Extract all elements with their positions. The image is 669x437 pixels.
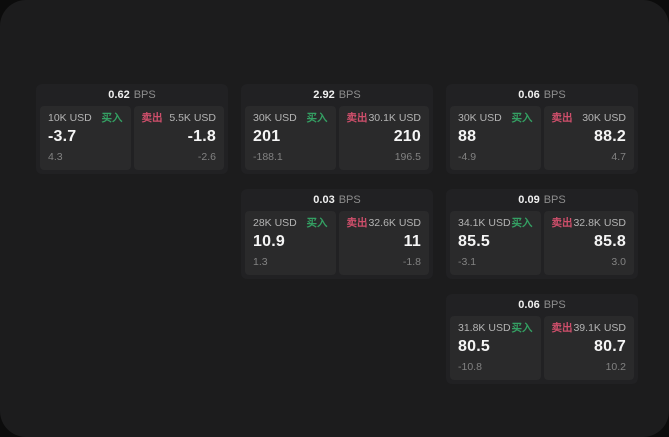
buy-quote-tile[interactable]: 34.1K USD 买入 85.5 -3.1 — [450, 211, 541, 275]
sell-quote-tile[interactable]: 卖出 30.1K USD 210 196.5 — [338, 106, 429, 170]
buy-sub-value: -4.9 — [458, 151, 477, 164]
quote-card-2: 2.92 BPS 30K USD 买入 201 -188.1 卖出 30.1K … — [241, 84, 433, 174]
quote-card-6: 0.06 BPS 31.8K USD 买入 80.5 -10.8 卖出 39.1… — [446, 294, 638, 384]
buy-label: 买入 — [306, 217, 328, 229]
card-header: 0.62 BPS — [36, 84, 228, 106]
bps-value: 2.92 — [313, 88, 335, 101]
bps-value: 0.06 — [518, 298, 540, 311]
buy-sub-value: -188.1 — [253, 151, 283, 164]
bps-value: 0.06 — [518, 88, 540, 101]
sell-price: 80.7 — [594, 337, 626, 355]
buy-price: 201 — [253, 127, 281, 145]
sell-price: 210 — [393, 127, 421, 145]
buy-price: 10.9 — [253, 232, 285, 250]
sell-notional: 5.5K USD — [169, 112, 216, 124]
sell-price: 85.8 — [594, 232, 626, 250]
sell-quote-tile[interactable]: 卖出 32.8K USD 85.8 3.0 — [543, 211, 634, 275]
buy-quote-tile[interactable]: 30K USD 买入 88 -4.9 — [450, 106, 541, 170]
sell-label: 卖出 — [346, 217, 368, 229]
buy-quote-tile[interactable]: 31.8K USD 买入 80.5 -10.8 — [450, 316, 541, 380]
sell-quote-tile[interactable]: 卖出 32.6K USD 11 -1.8 — [338, 211, 429, 275]
buy-price: -3.7 — [48, 127, 77, 145]
buy-sub-value: 1.3 — [253, 256, 268, 269]
quote-card-5: 0.09 BPS 34.1K USD 买入 85.5 -3.1 卖出 32.8K… — [446, 189, 638, 279]
buy-notional: 30K USD — [253, 112, 297, 124]
sell-quote-tile[interactable]: 卖出 39.1K USD 80.7 10.2 — [543, 316, 634, 380]
buy-notional: 31.8K USD — [458, 322, 511, 334]
bps-value: 0.03 — [313, 193, 335, 206]
buy-price: 85.5 — [458, 232, 490, 250]
card-header: 0.06 BPS — [446, 84, 638, 106]
sell-sub-value: -2.6 — [197, 151, 216, 164]
card-header: 0.06 BPS — [446, 294, 638, 316]
sell-sub-value: 196.5 — [394, 151, 421, 164]
buy-notional: 34.1K USD — [458, 217, 511, 229]
sell-label: 卖出 — [551, 322, 573, 334]
buy-sub-value: -3.1 — [458, 256, 477, 269]
buy-label: 买入 — [306, 112, 328, 124]
bps-unit-label: BPS — [338, 193, 361, 206]
bps-unit-label: BPS — [338, 88, 361, 101]
sell-quote-tile[interactable]: 卖出 30K USD 88.2 4.7 — [543, 106, 634, 170]
sell-notional: 30.1K USD — [368, 112, 421, 124]
sell-sub-value: 10.2 — [605, 361, 626, 374]
sell-notional: 32.8K USD — [573, 217, 626, 229]
buy-label: 买入 — [511, 112, 533, 124]
sell-price: 11 — [403, 232, 421, 250]
sell-sub-value: -1.8 — [402, 256, 421, 269]
card-header: 2.92 BPS — [241, 84, 433, 106]
buy-quote-tile[interactable]: 28K USD 买入 10.9 1.3 — [245, 211, 336, 275]
bps-unit-label: BPS — [543, 193, 566, 206]
buy-sub-value: 4.3 — [48, 151, 63, 164]
sell-label: 卖出 — [551, 112, 573, 124]
bps-unit-label: BPS — [133, 88, 156, 101]
sell-notional: 30K USD — [582, 112, 626, 124]
quote-card-1: 0.62 BPS 10K USD 买入 -3.7 4.3 卖出 5.5K USD… — [36, 84, 228, 174]
buy-label: 买入 — [511, 217, 533, 229]
buy-notional: 28K USD — [253, 217, 297, 229]
buy-sub-value: -10.8 — [458, 361, 482, 374]
buy-price: 80.5 — [458, 337, 490, 355]
buy-notional: 30K USD — [458, 112, 502, 124]
card-header: 0.03 BPS — [241, 189, 433, 211]
sell-label: 卖出 — [551, 217, 573, 229]
quote-card-3: 0.06 BPS 30K USD 买入 88 -4.9 卖出 30K USD 8… — [446, 84, 638, 174]
sell-price: 88.2 — [594, 127, 626, 145]
sell-notional: 39.1K USD — [573, 322, 626, 334]
buy-quote-tile[interactable]: 30K USD 买入 201 -188.1 — [245, 106, 336, 170]
sell-price: -1.8 — [187, 127, 216, 145]
quote-card-4: 0.03 BPS 28K USD 买入 10.9 1.3 卖出 32.6K US… — [241, 189, 433, 279]
card-header: 0.09 BPS — [446, 189, 638, 211]
buy-notional: 10K USD — [48, 112, 92, 124]
sell-sub-value: 4.7 — [611, 151, 626, 164]
buy-label: 买入 — [511, 322, 533, 334]
sell-label: 卖出 — [141, 112, 163, 124]
bps-value: 0.62 — [108, 88, 130, 101]
bps-value: 0.09 — [518, 193, 540, 206]
sell-notional: 32.6K USD — [368, 217, 421, 229]
sell-label: 卖出 — [346, 112, 368, 124]
sell-quote-tile[interactable]: 卖出 5.5K USD -1.8 -2.6 — [133, 106, 224, 170]
buy-label: 买入 — [101, 112, 123, 124]
bps-unit-label: BPS — [543, 88, 566, 101]
sell-sub-value: 3.0 — [611, 256, 626, 269]
buy-price: 88 — [458, 127, 477, 145]
buy-quote-tile[interactable]: 10K USD 买入 -3.7 4.3 — [40, 106, 131, 170]
bps-unit-label: BPS — [543, 298, 566, 311]
